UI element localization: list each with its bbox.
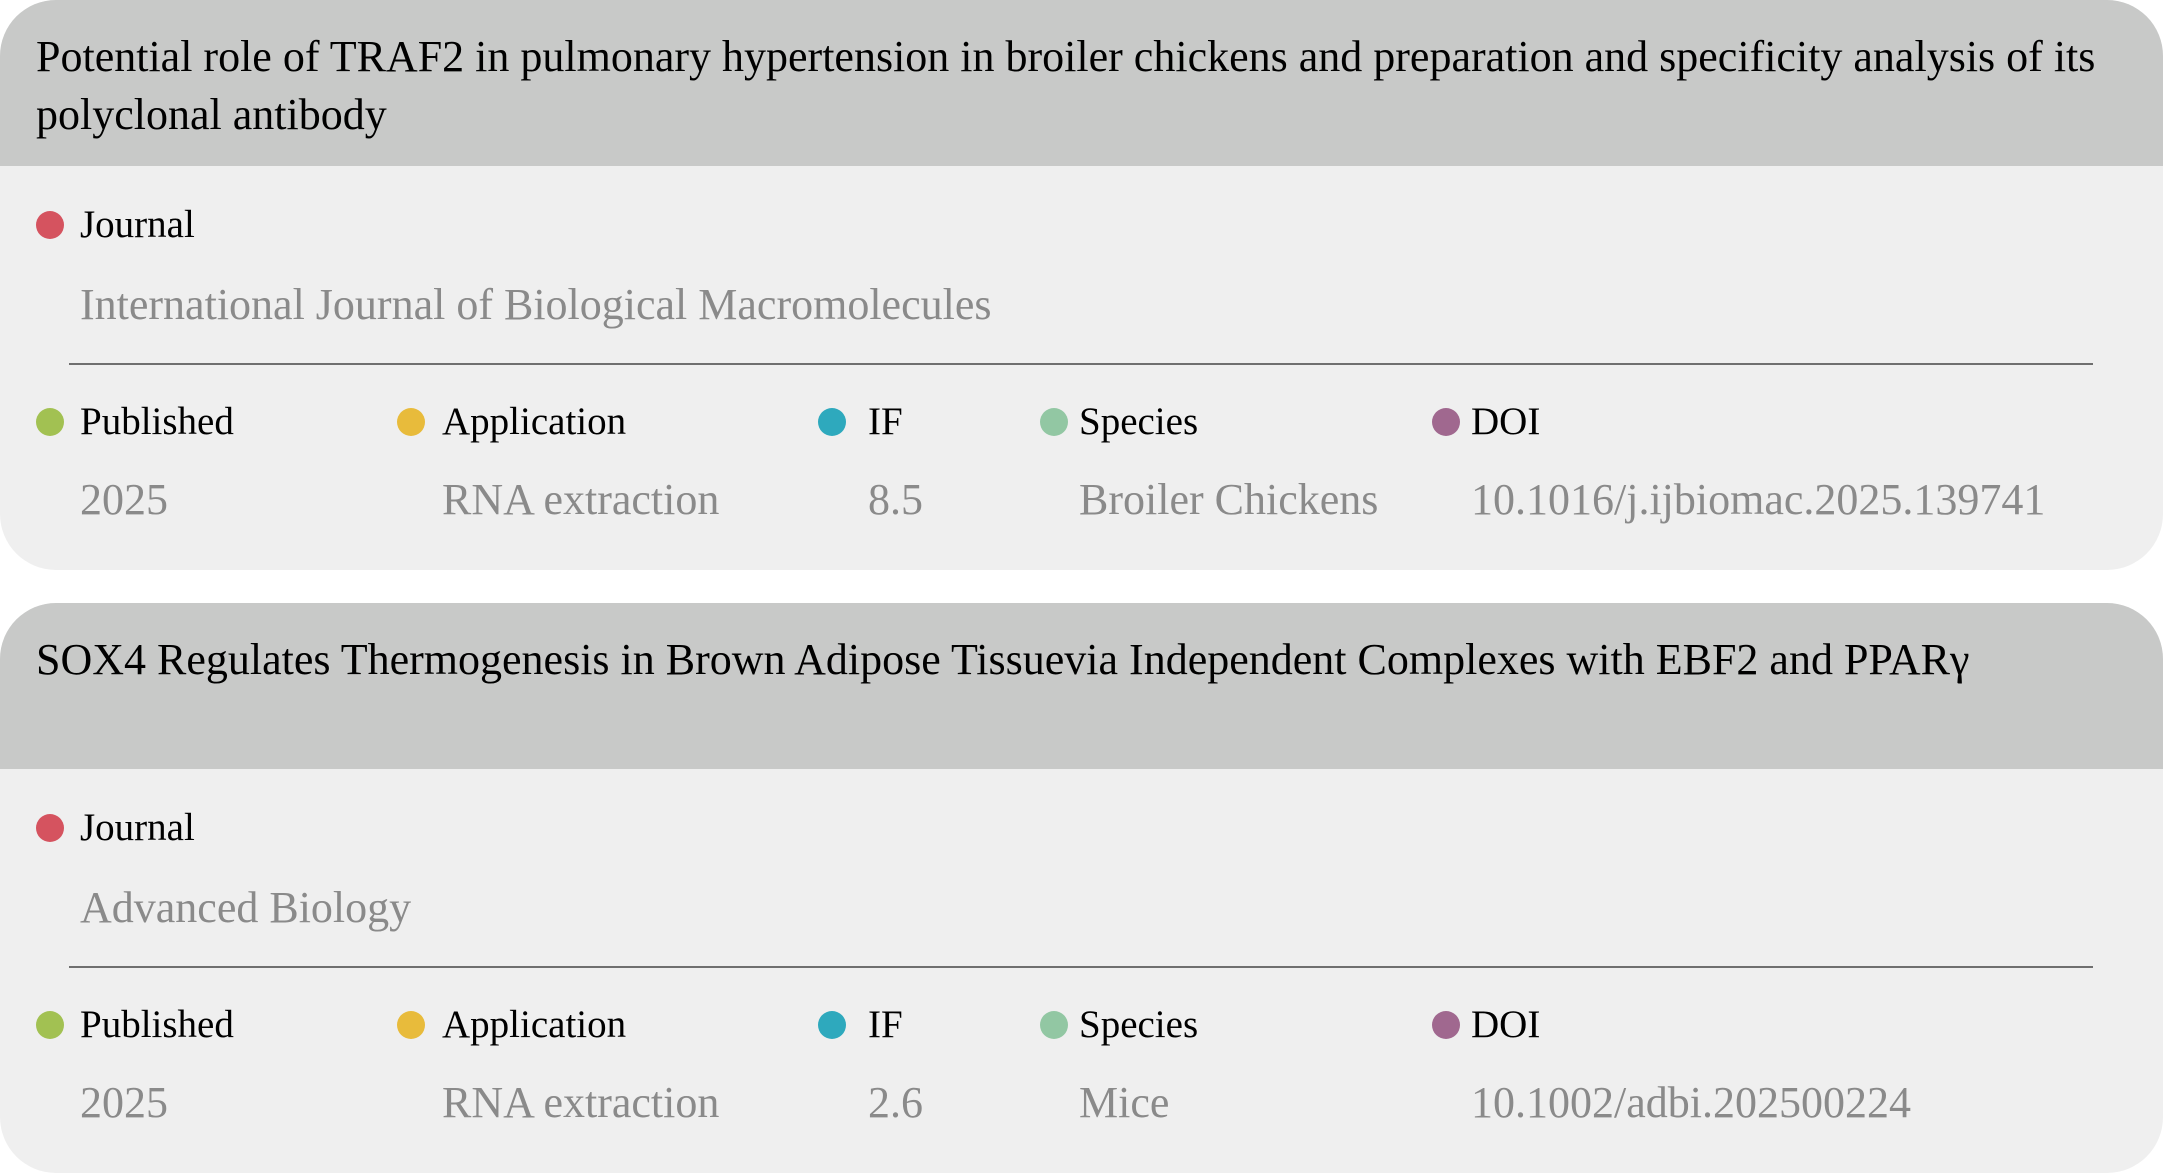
journal-dot-icon <box>36 211 64 239</box>
species-dot-icon <box>1040 1011 1068 1039</box>
publication-title: SOX4 Regulates Thermogenesis in Brown Ad… <box>36 635 1970 684</box>
journal-label: Journal <box>80 806 195 849</box>
journal-value: International Journal of Biological Macr… <box>80 280 992 329</box>
application-value: RNA extraction <box>442 1078 720 1127</box>
card-header: Potential role of TRAF2 in pulmonary hyp… <box>0 0 2163 166</box>
doi-link[interactable]: 10.1016/j.ijbiomac.2025.139741 <box>1471 475 2046 524</box>
published-dot-icon <box>36 408 64 436</box>
application-label: Application <box>442 400 627 443</box>
application-dot-icon <box>397 1011 425 1039</box>
species-value: Mice <box>1079 1078 1170 1127</box>
published-dot-icon <box>36 1011 64 1039</box>
if-value: 2.6 <box>868 1078 923 1127</box>
doi-label: DOI <box>1471 1003 1541 1046</box>
journal-dot-icon <box>36 814 64 842</box>
published-label: Published <box>80 400 234 443</box>
if-dot-icon <box>818 1011 846 1039</box>
application-label: Application <box>442 1003 627 1046</box>
doi-dot-icon <box>1432 408 1460 436</box>
publication-title: Potential role of TRAF2 in pulmonary hyp… <box>36 32 2096 139</box>
if-value: 8.5 <box>868 475 923 524</box>
divider <box>69 363 2093 365</box>
doi-dot-icon <box>1432 1011 1460 1039</box>
if-label: IF <box>868 1003 903 1046</box>
card-header: SOX4 Regulates Thermogenesis in Brown Ad… <box>0 603 2163 769</box>
species-dot-icon <box>1040 408 1068 436</box>
published-value: 2025 <box>80 1078 168 1127</box>
application-dot-icon <box>397 408 425 436</box>
species-label: Species <box>1079 1003 1199 1046</box>
divider <box>69 966 2093 968</box>
published-label: Published <box>80 1003 234 1046</box>
journal-value: Advanced Biology <box>80 883 412 932</box>
species-label: Species <box>1079 400 1199 443</box>
publication-card: SOX4 Regulates Thermogenesis in Brown Ad… <box>0 603 2163 1173</box>
if-label: IF <box>868 400 903 443</box>
species-value: Broiler Chickens <box>1079 475 1379 524</box>
application-value: RNA extraction <box>442 475 720 524</box>
doi-link[interactable]: 10.1002/adbi.202500224 <box>1471 1078 1911 1127</box>
publication-card: Potential role of TRAF2 in pulmonary hyp… <box>0 0 2163 570</box>
journal-label: Journal <box>80 203 195 246</box>
if-dot-icon <box>818 408 846 436</box>
published-value: 2025 <box>80 475 168 524</box>
doi-label: DOI <box>1471 400 1541 443</box>
